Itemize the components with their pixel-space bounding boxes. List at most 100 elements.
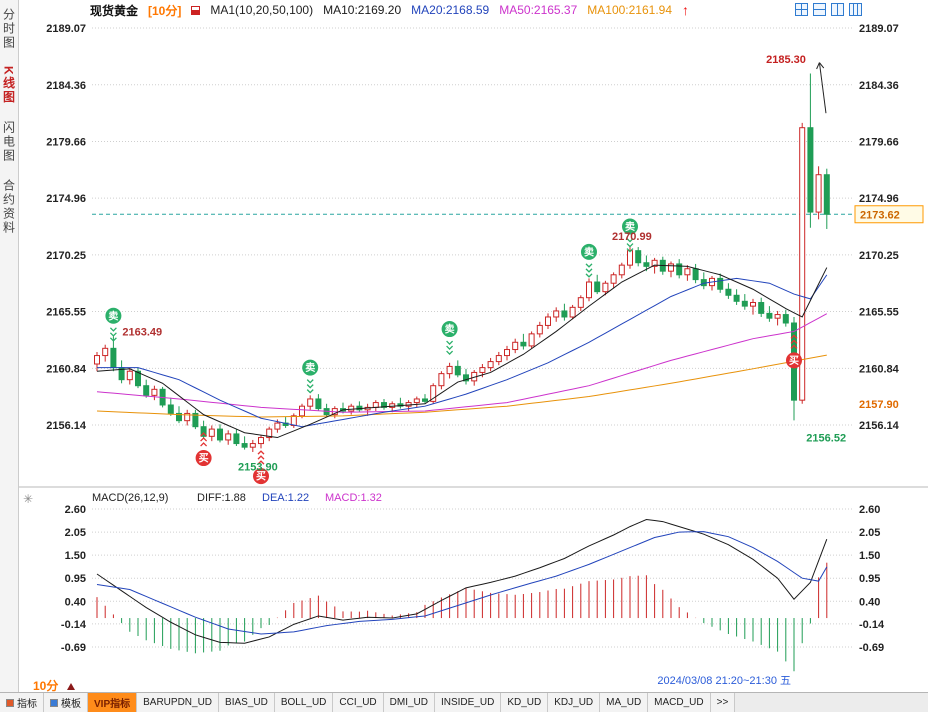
footer-tab-9[interactable]: KD_UD (501, 693, 549, 712)
footer-tab-label-11: MA_UD (606, 697, 642, 708)
sidebar-item-0[interactable]: 分时图 (1, 8, 16, 50)
svg-text:卖: 卖 (625, 220, 635, 233)
svg-text:DIFF:1.88: DIFF:1.88 (197, 492, 246, 504)
footer-tabbar: 指标 模板 VIP指标 BARUPDN_UD BIAS_UD BOLL_UD CCI_UD D… (0, 692, 928, 712)
footer-tab-7[interactable]: DMI_UD (383, 693, 435, 712)
spike-arrow-icon (816, 62, 827, 114)
svg-text:2170.99: 2170.99 (612, 231, 652, 243)
footer-tab-6[interactable]: CCI_UD (333, 693, 384, 712)
footer-tab-12[interactable]: MACD_UD (648, 693, 711, 712)
footer-tab-8[interactable]: INSIDE_UD (434, 693, 502, 712)
sidebar-item-3[interactable]: 合约资料 (1, 178, 16, 235)
ma-set-label: MA1(10,20,50,100) (210, 3, 314, 17)
footer-tab-3[interactable]: BARUPDN_UD (137, 693, 220, 712)
layout-icons (795, 3, 862, 16)
svg-text:2173.62: 2173.62 (860, 209, 900, 221)
svg-text:买: 买 (789, 355, 799, 367)
sidebar-item-2[interactable]: 闪电图 (1, 120, 16, 163)
indicator-flag-icon[interactable] (191, 5, 201, 15)
layout-columns-3-icon[interactable] (849, 3, 862, 16)
svg-text:买: 买 (256, 471, 266, 483)
svg-text:2.05: 2.05 (65, 527, 86, 539)
svg-text:2179.66: 2179.66 (46, 136, 86, 148)
svg-text:2170.25: 2170.25 (46, 250, 86, 262)
footer-tab-label-9: KD_UD (507, 697, 542, 708)
candles[interactable] (94, 73, 830, 453)
chart-canvas[interactable]: 卖买买卖卖卖卖买2163.492153.902170.992185.302156… (19, 20, 928, 692)
template-tab-icon (50, 698, 58, 707)
svg-text:2156.52: 2156.52 (806, 433, 846, 445)
footer-tab-4[interactable]: BIAS_UD (219, 693, 275, 712)
grid-lines (19, 27, 928, 648)
footer-tab-label-8: INSIDE_UD (440, 697, 495, 708)
svg-text:2156.14: 2156.14 (46, 420, 87, 432)
alert-up-arrow-icon: ↑ (682, 2, 690, 18)
footer-tab-label-3: BARUPDN_UD (143, 697, 213, 708)
svg-text:2160.84: 2160.84 (46, 363, 87, 375)
current-price-label: 2173.62 (854, 205, 924, 224)
svg-text:2.60: 2.60 (65, 504, 86, 516)
left-sidebar: 分时图 K线图闪电图合约资料 (0, 0, 19, 692)
svg-text:2174.96: 2174.96 (46, 193, 86, 205)
svg-text:-0.69: -0.69 (859, 642, 884, 654)
svg-text:卖: 卖 (305, 361, 315, 374)
macd-histogram (96, 562, 828, 672)
footer-tab-0[interactable]: 指标 (0, 693, 44, 712)
svg-text:0.95: 0.95 (65, 573, 86, 585)
price-annotations: 2163.49 2153.90 2170.99 2185.30 2156.52 (122, 54, 846, 473)
ma-value-0: MA10:2169.20 (323, 3, 402, 17)
footer-tab-label-12: MACD_UD (654, 697, 704, 708)
svg-text:2184.36: 2184.36 (859, 80, 899, 92)
svg-text:2179.66: 2179.66 (859, 136, 899, 148)
svg-text:-0.14: -0.14 (859, 619, 885, 631)
footer-tab-2[interactable]: VIP指标 (88, 693, 138, 712)
footer-tab-5[interactable]: BOLL_UD (274, 693, 334, 712)
svg-text:买: 买 (199, 453, 209, 465)
footer-tab-label-10: KDJ_UD (554, 697, 594, 708)
ma-values: MA10:2169.20 MA20:2168.59 MA50:2165.37 MA10… (323, 3, 672, 17)
chart-header: 现货黄金 [10分] MA1(10,20,50,100) MA10:2169.2… (19, 0, 928, 20)
svg-text:-0.14: -0.14 (61, 619, 87, 631)
svg-text:0.40: 0.40 (859, 596, 880, 608)
svg-text:2153.90: 2153.90 (238, 461, 278, 473)
macd-settings-icon[interactable]: ✳ (23, 492, 33, 506)
footer-tab-1[interactable]: 模板 (44, 693, 88, 712)
layout-split-vertical-icon[interactable] (831, 3, 844, 16)
svg-text:MACD(26,12,9): MACD(26,12,9) (92, 492, 168, 504)
svg-text:2165.55: 2165.55 (859, 307, 899, 319)
svg-text:2184.36: 2184.36 (46, 80, 86, 92)
tabbar-filler (735, 693, 928, 712)
svg-text:MACD:1.32: MACD:1.32 (325, 492, 382, 504)
ma-value-3: MA100:2161.94 (587, 3, 673, 17)
svg-text:2165.55: 2165.55 (46, 307, 86, 319)
svg-text:卖: 卖 (108, 309, 118, 322)
sidebar-item-1[interactable]: K线图 (1, 66, 16, 105)
svg-text:卖: 卖 (584, 245, 594, 258)
svg-text:2160.84: 2160.84 (859, 363, 900, 375)
layout-split-horizontal-icon[interactable] (813, 3, 826, 16)
ma-value-1: MA20:2168.59 (411, 3, 490, 17)
svg-text:2189.07: 2189.07 (46, 23, 86, 35)
svg-text:DEA:1.22: DEA:1.22 (262, 492, 309, 504)
macd-lines (96, 518, 828, 644)
svg-text:2174.96: 2174.96 (859, 193, 899, 205)
footer-tab-label-1: 模板 (61, 699, 81, 710)
layout-grid-2x2-icon[interactable] (795, 3, 808, 16)
footer-tab-label-5: BOLL_UD (280, 697, 327, 708)
footer-tab-11[interactable]: MA_UD (600, 693, 649, 712)
footer-tab-label-6: CCI_UD (339, 697, 377, 708)
footer-tab-10[interactable]: KDJ_UD (548, 693, 601, 712)
svg-text:卖: 卖 (445, 323, 455, 336)
svg-text:2.60: 2.60 (859, 504, 880, 516)
period-label[interactable]: [10分] (148, 3, 182, 18)
svg-text:2185.30: 2185.30 (766, 54, 806, 66)
svg-text:1.50: 1.50 (859, 550, 880, 562)
footer-tab-label-4: BIAS_UD (225, 697, 268, 708)
footer-tab-13[interactable]: >> (710, 693, 736, 712)
svg-text:2156.14: 2156.14 (859, 420, 900, 432)
svg-text:0.40: 0.40 (65, 596, 86, 608)
chart-footer-texts: 10分 2024/03/08 21:20~21:30 五 (33, 675, 791, 692)
svg-text:✳: ✳ (23, 492, 33, 506)
svg-text:10分: 10分 (33, 678, 58, 692)
